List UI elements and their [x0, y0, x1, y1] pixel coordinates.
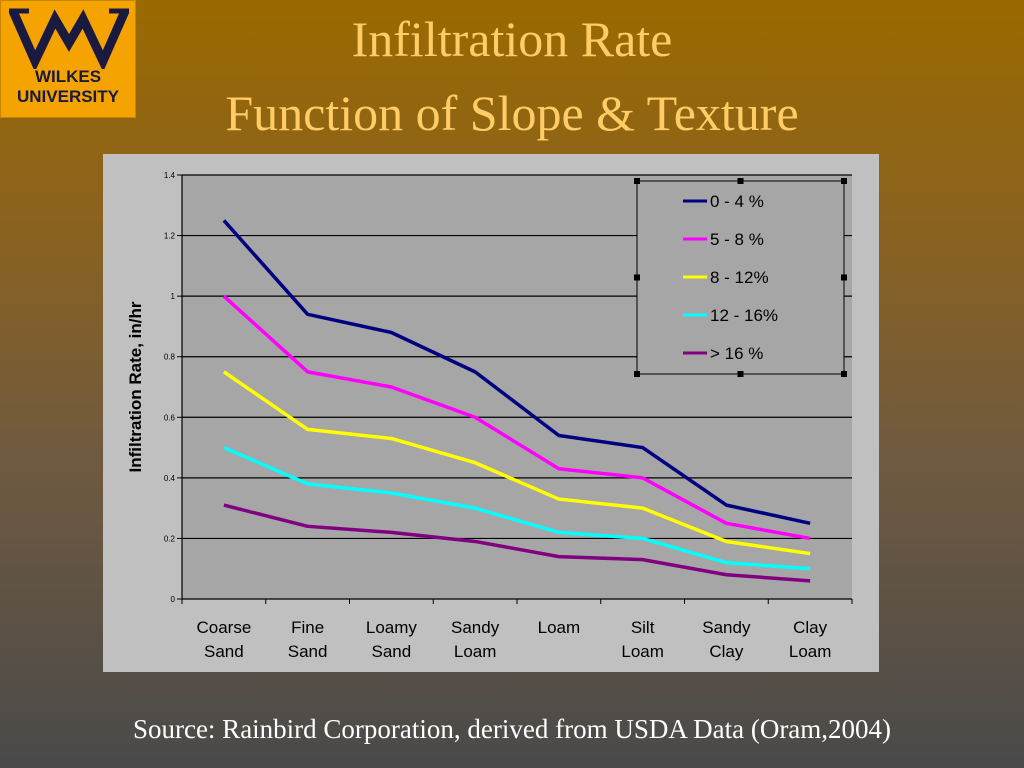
legend-label-4: 12 - 16%: [710, 306, 778, 325]
legend-selection-handle: [841, 178, 847, 184]
x-category-label: Loam: [538, 618, 581, 637]
logo-text-university: UNIVERSITY: [16, 87, 120, 106]
x-category-label: Loam: [789, 642, 832, 661]
legend-selection-handle: [634, 274, 640, 281]
y-tick-label: 0.6: [164, 413, 176, 422]
y-tick-label: 0: [171, 595, 176, 604]
slide-title-line2: Function of Slope & Texture: [225, 85, 799, 141]
y-axis-title: Infiltration Rate, in/hr: [126, 301, 145, 472]
legend-selection-handle: [841, 274, 847, 281]
x-category-label: Loamy: [366, 618, 418, 637]
series-line-2: [222, 294, 811, 541]
x-category-label: Fine: [291, 618, 324, 637]
y-tick-label: 0.8: [164, 353, 176, 362]
series-line-3: [222, 370, 811, 556]
legend-selection-handle: [634, 371, 640, 377]
x-category-label: Sand: [288, 642, 328, 661]
x-category-label: Sandy: [451, 618, 500, 637]
slide-title-line1: Infiltration Rate: [351, 11, 673, 67]
x-category-label: Clay: [709, 642, 744, 661]
logo-text-wilkes: WILKES: [34, 67, 102, 86]
x-category-label: Coarse: [196, 618, 251, 637]
legend-selection-handle: [841, 371, 847, 377]
y-tick-label: 1.4: [164, 171, 176, 180]
series-line-4: [223, 445, 811, 571]
legend-selection-handle: [737, 371, 744, 377]
legend-box: [636, 180, 845, 375]
x-category-label: Sand: [372, 642, 412, 661]
x-category-label: Silt: [631, 618, 655, 637]
legend-selection-handle: [737, 178, 744, 184]
infiltration-line-chart: 0 0.2 0.4 0.6 0.8 1 1.2 1.4 Coarse Sand Fine Sand Lo…: [126, 171, 853, 661]
wilkes-university-logo: WILKES UNIVERSITY: [0, 0, 136, 118]
x-category-label: Loam: [621, 642, 664, 661]
legend-label-2: 5 - 8 %: [710, 230, 764, 249]
y-tick-label: 1.2: [164, 232, 176, 241]
legend-label-3: 8 - 12%: [710, 268, 769, 287]
x-category-label: Sandy: [702, 618, 751, 637]
series-line-1: [222, 219, 811, 525]
y-tick-label: 0.4: [164, 474, 176, 483]
legend-label-1: 0 - 4 %: [710, 192, 764, 211]
x-category-label: Clay: [793, 618, 828, 637]
legend-label-5: > 16 %: [710, 344, 763, 363]
y-tick-label: 0.2: [164, 534, 176, 543]
series-line-5: [223, 503, 811, 583]
x-category-label: Sand: [204, 642, 244, 661]
source-citation: Source: Rainbird Corporation, derived fr…: [132, 714, 892, 744]
w-mark-icon: [9, 8, 129, 69]
y-tick-label: 1: [171, 292, 176, 301]
x-category-label: Loam: [454, 642, 497, 661]
chart-panel: 0 0.2 0.4 0.6 0.8 1 1.2 1.4 Coarse Sand Fine Sand Lo…: [103, 154, 879, 672]
legend-selection-handle: [634, 178, 640, 184]
